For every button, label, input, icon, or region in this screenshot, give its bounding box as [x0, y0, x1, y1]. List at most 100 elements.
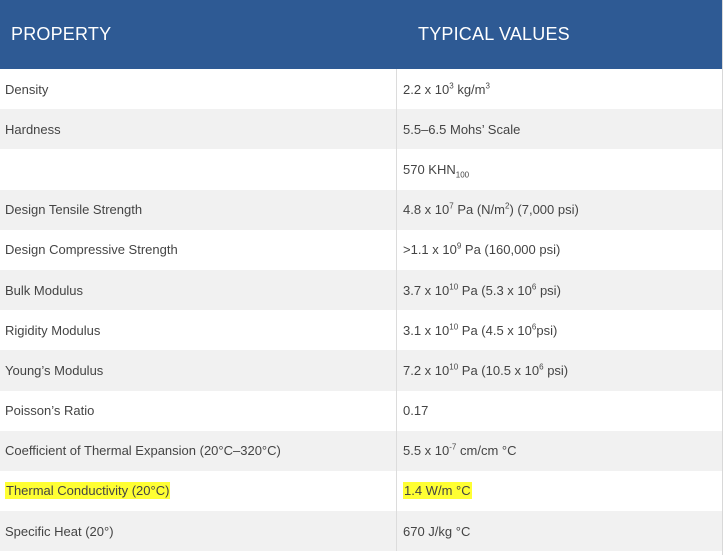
value-text: 0.17 — [403, 403, 428, 418]
value-text: 7.2 x 1010 Pa (10.5 x 106 psi) — [403, 363, 568, 378]
property-label: Density — [5, 81, 49, 97]
property-cell: Design Tensile Strength — [0, 189, 397, 230]
table-row: Specific Heat (20°) 670 J/kg °C — [0, 511, 722, 552]
value-cell: 0.17 — [397, 391, 428, 431]
table-row: Rigidity Modulus 3.1 x 1010 Pa (4.5 x 106… — [0, 310, 722, 351]
value-post: Pa (N/m — [453, 202, 506, 218]
value-cell: 2.2 x 103 kg/m3 — [397, 69, 490, 109]
value-sup: -7 — [449, 442, 457, 452]
value-pre: 5.5–6.5 Mohs’ Scale — [403, 121, 521, 137]
value-pre: 3.7 x 10 — [403, 282, 450, 298]
property-cell: Design Compressive Strength — [0, 229, 397, 270]
property-label: Thermal Conductivity (20°C) — [5, 482, 171, 500]
property-column-header: PROPERTY — [11, 24, 112, 44]
value-sup2: 6 — [531, 322, 537, 332]
value-post: Pa (5.3 x 10 — [458, 282, 532, 298]
value-pre: 7.2 x 10 — [403, 362, 450, 378]
value-pre: 3.1 x 10 — [403, 322, 450, 338]
property-label: Bulk Modulus — [5, 282, 84, 298]
value-sup: 10 — [449, 362, 459, 372]
value-sup: 9 — [456, 242, 462, 252]
table-row: Hardness 5.5–6.5 Mohs’ Scale — [0, 109, 722, 150]
property-cell: Bulk Modulus — [0, 269, 397, 311]
value-cell: 3.7 x 1010 Pa (5.3 x 106 psi) — [397, 270, 561, 310]
value-pre: >1.1 x 10 — [403, 242, 457, 258]
value-sub: 100 — [455, 170, 470, 180]
value-sup2: 6 — [531, 282, 537, 292]
value-sup: 10 — [449, 282, 459, 292]
value-post: Pa (4.5 x 10 — [458, 322, 532, 338]
table-row: Design Compressive Strength >1.1 x 109 Pa… — [0, 229, 722, 270]
value-text: 1.4 W/m °C — [403, 482, 472, 500]
value-pre: 0.17 — [403, 403, 429, 419]
table-body: Density 2.2 x 103 kg/m3 Hardness 5.5–6.5 Mo… — [0, 69, 722, 552]
value-text: 5.5 x 10-7 cm/cm °C — [403, 443, 516, 458]
value-text: >1.1 x 109 Pa (160,000 psi) — [403, 242, 560, 257]
value-cell: 5.5 x 10-7 cm/cm °C — [397, 431, 516, 471]
value-cell: >1.1 x 109 Pa (160,000 psi) — [397, 230, 560, 270]
value-cell: 570 KHN100 — [397, 149, 469, 189]
property-cell: Hardness — [0, 109, 397, 150]
value-text: 3.1 x 1010 Pa (4.5 x 106psi) — [403, 323, 557, 338]
value-pre: 1.4 W/m °C — [404, 483, 471, 499]
value-post: kg/m — [453, 81, 486, 97]
value-sup2: 6 — [539, 362, 544, 372]
value-cell: 670 J/kg °C — [397, 511, 470, 551]
value-pre: 670 J/kg °C — [403, 523, 471, 539]
value-post: Pa (160,000 psi) — [461, 242, 561, 258]
value-cell: 7.2 x 1010 Pa (10.5 x 106 psi) — [397, 350, 568, 390]
value-pre: 570 KHN — [403, 161, 456, 177]
value-pre: 4.8 x 10 — [403, 202, 450, 218]
property-label: Poisson’s Ratio — [5, 403, 95, 419]
table-header: PROPERTY TYPICAL VALUES — [0, 0, 722, 69]
value-text: 5.5–6.5 Mohs’ Scale — [403, 122, 520, 137]
value-sup2: 3 — [485, 81, 490, 91]
property-label: Design Compressive Strength — [5, 242, 178, 258]
property-cell: Density — [0, 69, 397, 110]
value-sup: 10 — [449, 322, 459, 332]
value-pre: 5.5 x 10 — [403, 443, 450, 459]
value-post2: psi) — [536, 282, 561, 298]
property-cell: Young’s Modulus — [0, 350, 397, 391]
value-post: cm/cm °C — [456, 443, 517, 459]
table-row: Bulk Modulus 3.7 x 1010 Pa (5.3 x 106 psi… — [0, 269, 722, 311]
value-pre: 2.2 x 10 — [403, 81, 450, 97]
value-cell: 1.4 W/m °C — [397, 471, 472, 511]
table-row: 570 KHN100 — [0, 149, 722, 190]
table-row: Thermal Conductivity (20°C) 1.4 W/m °C — [0, 470, 722, 512]
value-text: 2.2 x 103 kg/m3 — [403, 82, 490, 97]
table-row: Young’s Modulus 7.2 x 1010 Pa (10.5 x 106… — [0, 350, 722, 391]
value-sup: 7 — [449, 201, 454, 211]
property-label: Rigidity Modulus — [5, 322, 101, 338]
value-post2: ) (7,000 psi) — [509, 202, 579, 218]
property-cell: Thermal Conductivity (20°C) — [0, 470, 397, 512]
property-label: Young’s Modulus — [5, 362, 104, 378]
value-sup: 3 — [449, 81, 454, 91]
property-cell — [0, 149, 397, 190]
value-text: 4.8 x 107 Pa (N/m2) (7,000 psi) — [403, 202, 579, 217]
property-label: Coefficient of Thermal Expansion (20°C–3… — [5, 443, 281, 459]
value-post2: psi) — [543, 362, 569, 378]
property-cell: Coefficient of Thermal Expansion (20°C–3… — [0, 430, 397, 471]
property-cell: Specific Heat (20°) — [0, 511, 397, 552]
table-row: Poisson’s Ratio 0.17 — [0, 390, 722, 431]
value-sup2: 2 — [505, 201, 510, 211]
value-cell: 3.1 x 1010 Pa (4.5 x 106psi) — [397, 310, 557, 350]
table-row: Density 2.2 x 103 kg/m3 — [0, 69, 722, 110]
property-label: Design Tensile Strength — [5, 202, 143, 218]
value-text: 670 J/kg °C — [403, 524, 470, 539]
value-text: 570 KHN100 — [403, 161, 470, 180]
table-row: Design Tensile Strength 4.8 x 107 Pa (N/m… — [0, 189, 722, 230]
property-label: Specific Heat (20°) — [5, 523, 114, 539]
table-row: Coefficient of Thermal Expansion (20°C–3… — [0, 430, 722, 471]
value-text: 3.7 x 1010 Pa (5.3 x 106 psi) — [403, 283, 561, 298]
property-cell: Poisson’s Ratio — [0, 390, 397, 431]
value-post: Pa (10.5 x 10 — [458, 362, 540, 378]
value-cell: 5.5–6.5 Mohs’ Scale — [397, 109, 520, 149]
property-cell: Rigidity Modulus — [0, 310, 397, 351]
value-cell: 4.8 x 107 Pa (N/m2) (7,000 psi) — [397, 190, 579, 230]
property-label: Hardness — [5, 121, 61, 137]
value-post2: psi) — [536, 322, 558, 338]
values-column-header: TYPICAL VALUES — [418, 24, 570, 44]
